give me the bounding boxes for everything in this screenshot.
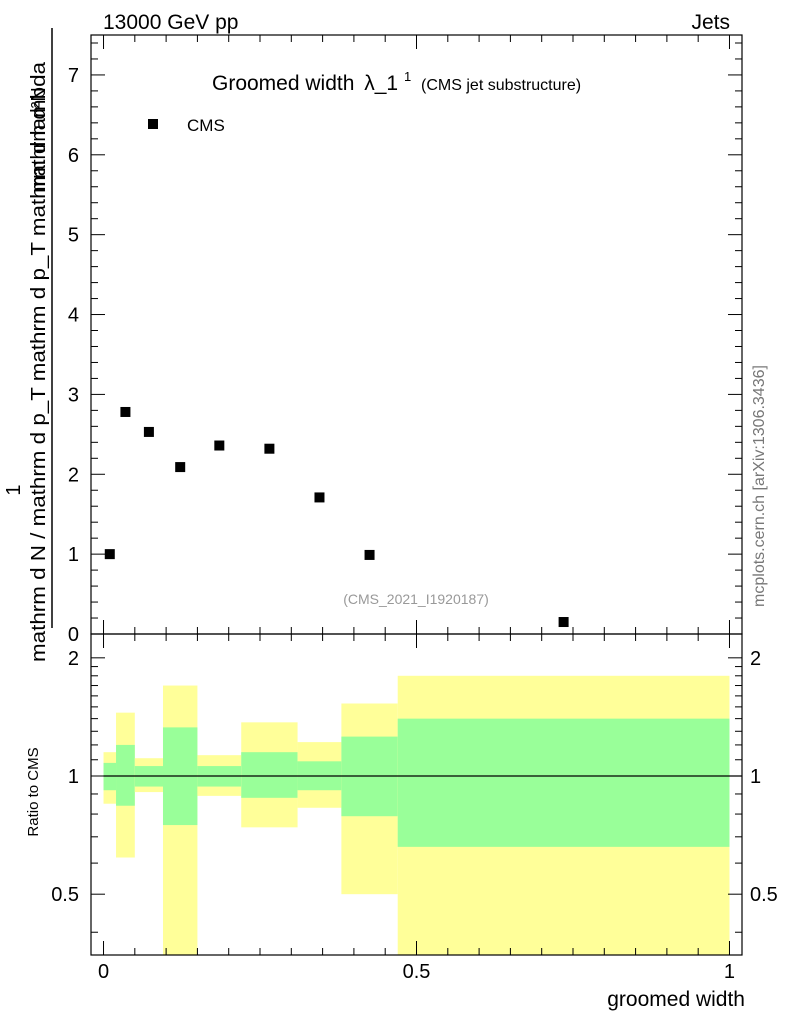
ylabel-denominator: mathrm d N / mathrm d p_T mathrm d p_T m… [28, 61, 50, 662]
upper-y-axis-label: 1 mathrm d²N mathrm d N / mathrm d p_T m… [3, 28, 53, 662]
main-axes: 1 2 3 4 5 6 7 0 [68, 34, 743, 646]
data-point-cms [264, 443, 275, 454]
data-point-cms [120, 406, 131, 417]
data-points [104, 406, 569, 628]
title-symbol: λ_1 [364, 72, 398, 95]
data-point-cms [314, 492, 325, 503]
ratio-bands [103, 675, 742, 955]
ylabel-prefix: 1 [3, 484, 25, 495]
side-source-label: mcplots.cern.ch [arXiv:1306.3436] [751, 365, 768, 607]
ratio-inner-band-1 [116, 744, 135, 806]
header-process-label: Jets [691, 11, 730, 34]
main-y-tick-label: 7 [68, 65, 79, 87]
main-y-tick-label: 3 [68, 384, 79, 406]
main-title: Groomed width λ_1 1 (CMS jet substructur… [212, 63, 581, 95]
data-point-cms [364, 549, 375, 560]
x-axis-label: groomed width [607, 988, 745, 1011]
ratio-y-axis-label: Ratio to CMS [25, 747, 42, 836]
main-y-tick-label: 1 [68, 544, 79, 566]
ylabel-numerator: mathrm d²N [28, 87, 50, 193]
x-tick-label: 0 [98, 961, 109, 983]
data-point-cms [214, 440, 225, 451]
ratio-y-tick-label-left: 1 [68, 766, 79, 788]
data-point-cms [558, 617, 569, 628]
ratio-y-tick-label-right: 2 [750, 648, 761, 670]
header-energy-label: 13000 GeV pp [103, 11, 238, 34]
legend-marker-cms [148, 119, 158, 129]
main-y-tick-label: 5 [68, 225, 79, 247]
ratio-y-tick-label-right: 0.5 [750, 884, 778, 906]
data-point-cms [175, 462, 186, 473]
main-y-tick-label: 4 [68, 305, 79, 327]
x-tick-label: 1 [724, 961, 735, 983]
ratio-y-tick-label-left: 0.5 [51, 884, 79, 906]
ratio-inner-band-8 [397, 718, 730, 847]
title-text: Groomed width [212, 72, 354, 95]
main-y-tick-label: 2 [68, 464, 79, 486]
analysis-label: (CMS_2021_I1920187) [343, 591, 489, 607]
main-y-tick-label: 6 [68, 145, 79, 167]
ratio-y-tick-label-left: 2 [68, 648, 79, 670]
ratio-y-tick-label-right: 1 [750, 766, 761, 788]
legend-label-cms: CMS [187, 116, 225, 135]
title-subtitle: (CMS jet substructure) [421, 77, 581, 94]
data-point-cms [143, 426, 154, 437]
main-y-tick-label-zero: 0 [68, 624, 79, 646]
title-superscript: 1 [404, 69, 411, 84]
data-point-cms [104, 549, 115, 560]
ratio-inner-band-5 [241, 752, 298, 798]
x-tick-label: 0.5 [403, 961, 431, 983]
